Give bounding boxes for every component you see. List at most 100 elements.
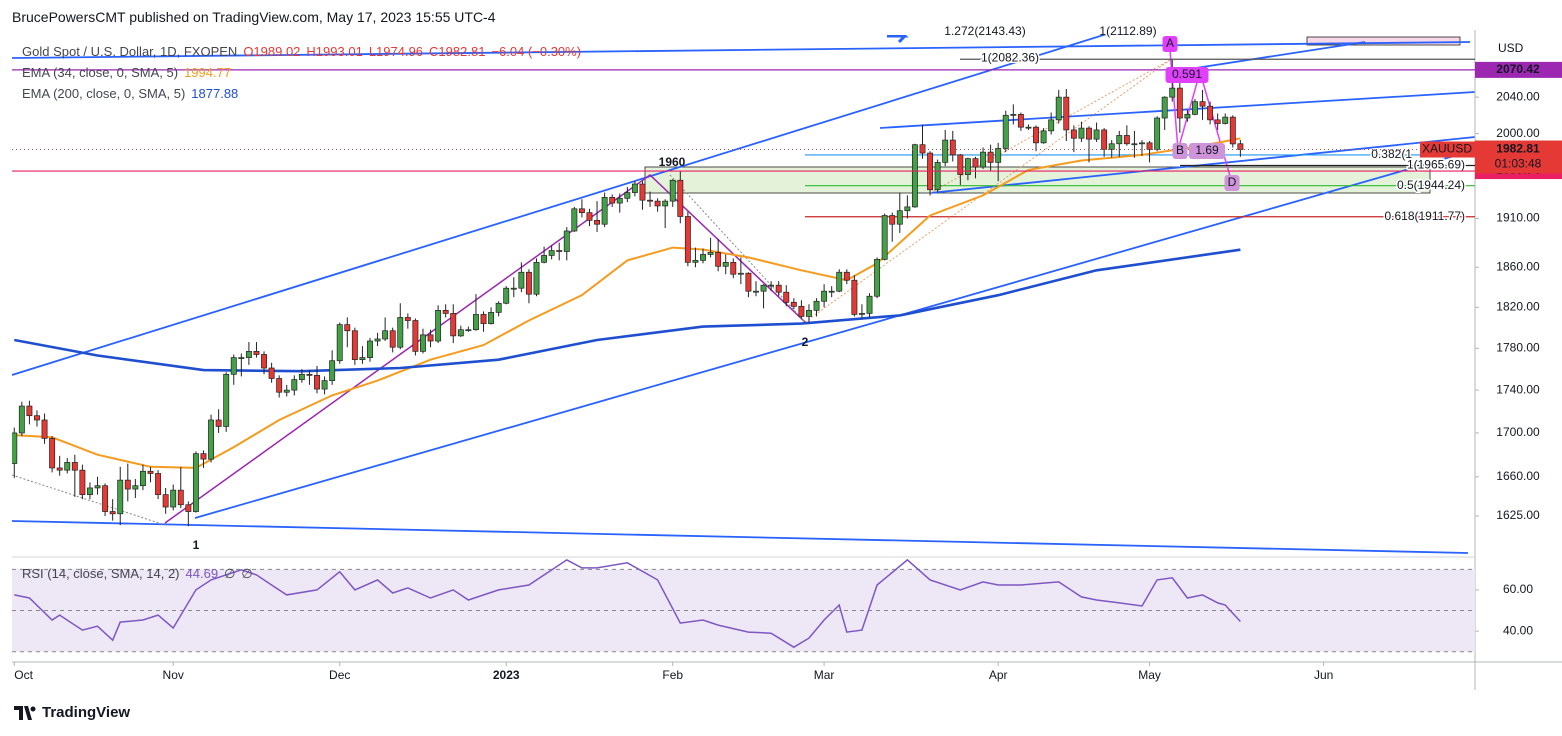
- candle-body: [139, 470, 146, 487]
- candle-body: [389, 330, 396, 348]
- x-tick-label: Feb: [662, 668, 683, 682]
- annotation: 0.591: [1172, 67, 1202, 81]
- candle-body: [662, 200, 669, 207]
- candle-body: [737, 272, 744, 275]
- candle-body: [200, 453, 207, 460]
- candle-body: [268, 367, 275, 379]
- annotation-box: [1189, 143, 1225, 159]
- symbol-tag: [1420, 141, 1475, 158]
- candle-body: [700, 254, 706, 261]
- candle-body: [707, 252, 714, 255]
- candle-body: [1048, 119, 1055, 132]
- candle-body: [102, 485, 109, 512]
- candle-body: [1025, 126, 1032, 129]
- brand: TradingView: [42, 704, 131, 721]
- candle-body: [768, 284, 775, 287]
- candle-body: [1055, 96, 1062, 121]
- rsi-extra: ∅: [241, 566, 253, 581]
- candle-body: [94, 485, 101, 489]
- candle-body: [1131, 143, 1138, 146]
- y-tick-label: 1860.00: [1496, 259, 1540, 273]
- fib-label: 0.5(1944.24): [1397, 178, 1465, 192]
- trend-line: [12, 35, 1107, 376]
- wave-line: [164, 174, 806, 524]
- candle-body: [367, 340, 373, 358]
- footer: TradingView: [14, 704, 130, 721]
- candle-body: [949, 139, 956, 156]
- ohlc-low: L1974.96: [368, 44, 424, 59]
- candle-body: [556, 250, 563, 252]
- candle-body: [722, 261, 729, 267]
- annotation-box: [1172, 143, 1188, 159]
- candle-body: [283, 389, 290, 393]
- y-tick-label: 1910.00: [1496, 211, 1540, 225]
- symbol-tag-label: XAUUSD: [1422, 142, 1472, 156]
- candle-body: [306, 373, 313, 376]
- x-tick-label: Apr: [989, 668, 1008, 682]
- fib-label: 1(2082.36): [981, 50, 1039, 64]
- y-tick-label: 1740.00: [1496, 382, 1540, 396]
- candle-body: [896, 210, 903, 225]
- candle-body: [889, 215, 896, 225]
- candle-body: [1154, 117, 1161, 150]
- drawings: [12, 35, 1475, 554]
- candle-body: [677, 179, 684, 217]
- currency-label: USD: [1498, 41, 1524, 55]
- candle-body: [934, 162, 941, 191]
- candle-body: [1017, 114, 1024, 128]
- candle-body: [1161, 96, 1168, 119]
- dotted-line: [804, 59, 1171, 323]
- fib-label: 0.618(1911.77): [1384, 209, 1465, 223]
- price-tag-label: 2070.42: [1496, 62, 1540, 76]
- legend: EMA (200, close, 0, SMA, 5) 1877.88: [22, 86, 244, 101]
- candle-body: [1010, 114, 1017, 116]
- candle-body: [964, 158, 971, 175]
- candle-body: [563, 230, 570, 252]
- trend-line: [12, 520, 1469, 554]
- candle-body: [533, 261, 540, 295]
- candle-body: [775, 284, 782, 293]
- ema-name: EMA (34, close, 0, SMA, 5): [22, 65, 179, 80]
- rsi-line: [14, 558, 1241, 649]
- change: −6.04 (−0.30%): [491, 44, 582, 59]
- candle-body: [56, 467, 63, 471]
- price-tag: [1475, 140, 1562, 174]
- publish-header: BrucePowersCMT published on TradingView.…: [12, 9, 496, 25]
- candle-body: [548, 250, 555, 256]
- ohlc-high: H1993.01: [306, 44, 363, 59]
- candle-body: [351, 330, 358, 361]
- annotation: 1.272(2143.43): [944, 24, 1025, 38]
- candle-body: [1207, 105, 1214, 121]
- candle-body: [1192, 101, 1198, 115]
- annotation-box: [1162, 36, 1178, 52]
- zone: [1306, 36, 1461, 46]
- rsi-extra: ∅: [224, 566, 236, 581]
- candle-body: [684, 216, 691, 263]
- rsi-legend: RSI (14, close, SMA, 14, 2) 44.69 ∅ ∅: [22, 566, 259, 582]
- candle-body: [1063, 96, 1070, 131]
- candle-body: [571, 208, 578, 232]
- annotation-box: [1224, 175, 1240, 191]
- candle-body: [783, 291, 790, 303]
- countdown: 01:03:48: [1495, 157, 1542, 171]
- candle-body: [397, 317, 404, 348]
- annotation: 1(2112.89): [1099, 24, 1156, 38]
- ema-line: [14, 248, 1241, 373]
- candle-body: [1139, 142, 1145, 145]
- candle-body: [1078, 127, 1085, 139]
- candle-body: [1086, 127, 1092, 140]
- y-tick-label: 1780.00: [1496, 340, 1540, 354]
- candle-body: [124, 479, 131, 490]
- abcd-line: [1169, 49, 1233, 184]
- candle-body: [291, 379, 298, 391]
- candle-body: [208, 419, 215, 460]
- dotted-line: [669, 174, 806, 323]
- candle-body: [1116, 135, 1123, 145]
- annotation: 1.69: [1195, 143, 1219, 157]
- candle-body: [12, 432, 18, 464]
- candle-body: [510, 287, 517, 290]
- candle-body: [450, 313, 457, 337]
- candle-body: [147, 470, 154, 474]
- candle-body: [253, 351, 260, 355]
- candle-body: [132, 485, 139, 490]
